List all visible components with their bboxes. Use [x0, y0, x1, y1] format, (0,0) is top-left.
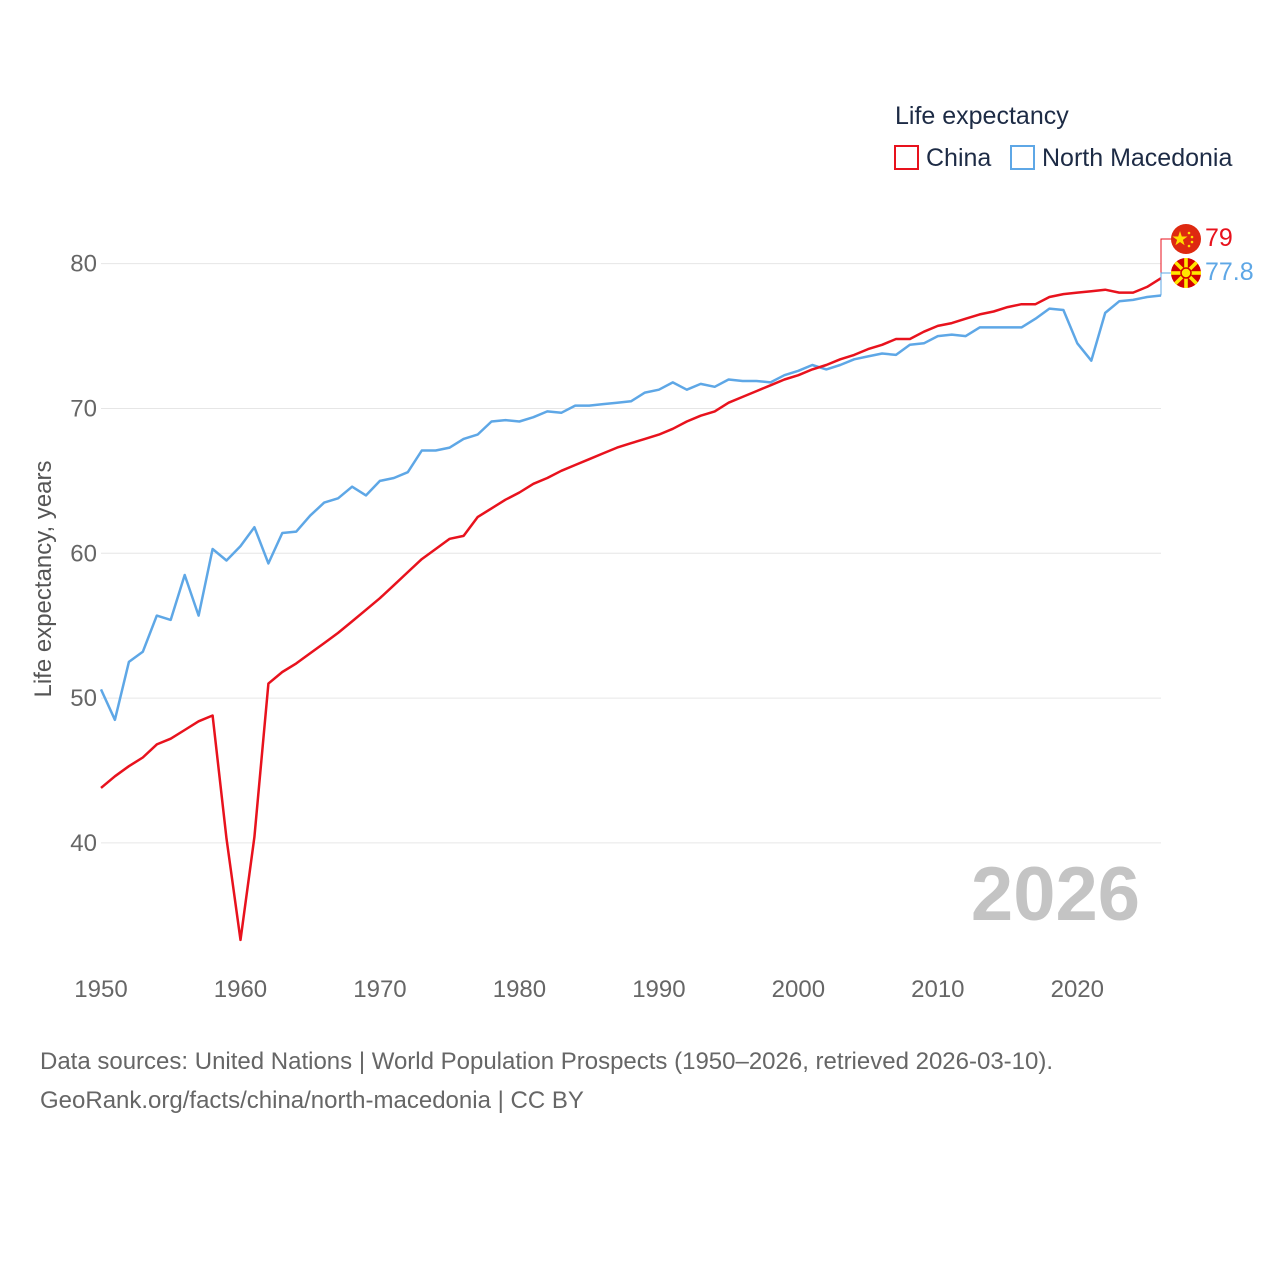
series-line-china[interactable]: [100, 277, 1162, 942]
china-flag-icon: [1171, 224, 1201, 254]
end-connector-0: [1160, 238, 1171, 279]
x-tick-label: 1990: [632, 976, 685, 1003]
x-tick-label: 2010: [911, 976, 964, 1003]
end-markers: 79 77.8: [1160, 224, 1254, 296]
legend-label-north-macedonia: North Macedonia: [1042, 144, 1232, 172]
china-end-value-label: 79: [1205, 224, 1233, 252]
y-tick-label: 70: [70, 395, 97, 422]
y-tick-label: 80: [70, 251, 97, 278]
credit-line[interactable]: GeoRank.org/facts/china/north-macedonia …: [40, 1087, 584, 1114]
data-source-footer: Data sources: United Nations | World Pop…: [40, 1042, 1260, 1120]
legend-swatch-north-macedonia: [1010, 145, 1035, 170]
series-lines: [99, 277, 1162, 942]
current-year-watermark: 2026: [971, 852, 1140, 937]
legend-item-china[interactable]: China: [894, 144, 991, 172]
end-connector-1: [1160, 272, 1171, 296]
y-tick-label: 40: [70, 830, 97, 857]
series-line-north-macedonia[interactable]: [99, 294, 1162, 722]
x-axis-ticks: 1950 1960 1970 1980 1990 2000 2010 2020: [74, 976, 1104, 1003]
x-tick-label: 1960: [214, 976, 267, 1003]
legend: Life expectancy China North Macedonia: [894, 102, 1232, 172]
data-source-line: Data sources: United Nations | World Pop…: [40, 1048, 1054, 1075]
legend-label-china: China: [926, 144, 991, 172]
y-tick-label: 50: [70, 685, 97, 712]
x-tick-label: 2020: [1051, 976, 1104, 1003]
y-tick-label: 60: [70, 540, 97, 567]
x-tick-label: 1950: [74, 976, 127, 1003]
y-axis-ticks: 40 50 60 70 80: [70, 251, 97, 857]
legend-swatch-china: [894, 145, 919, 170]
x-tick-label: 2000: [772, 976, 825, 1003]
legend-item-north-macedonia[interactable]: North Macedonia: [1010, 144, 1232, 172]
x-tick-label: 1980: [493, 976, 546, 1003]
x-tick-label: 1970: [353, 976, 406, 1003]
grid: [101, 263, 1161, 844]
north-macedonia-end-value-label: 77.8: [1205, 258, 1254, 286]
legend-title: Life expectancy: [895, 102, 1069, 130]
north-macedonia-flag-icon: [1171, 258, 1201, 288]
y-axis-title: Life expectancy, years: [30, 460, 57, 697]
